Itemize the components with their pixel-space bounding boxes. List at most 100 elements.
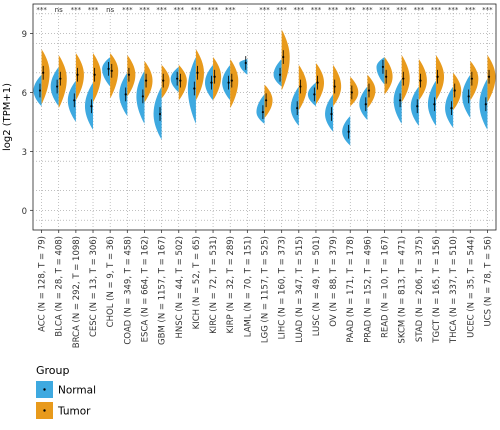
y-tick-label: 6 [22,89,27,99]
x-tick-label: PRAD (N = 152, T = 496) [363,236,373,343]
median-point-tumor [367,89,371,92]
violin-normal [119,72,128,117]
violin-normal [410,86,419,126]
median-point-tumor [385,75,388,78]
significance-label: *** [396,6,407,14]
violin-normal [359,86,368,120]
median-point-normal [450,107,453,110]
median-point-normal [347,130,350,133]
x-tick-label: LGG (N = 1157, T = 525) [261,236,271,343]
median-point-normal [56,85,59,88]
legend-swatch-point [43,388,46,391]
violin-normal [445,86,454,128]
violin-tumor [453,72,462,111]
median-point-tumor [110,69,113,72]
violin-tumor [367,74,376,109]
violin-tumor [401,55,410,103]
violin-tumor [281,29,290,91]
median-point-tumor [419,79,422,82]
violin-normal [67,80,76,122]
x-tick-label: ESCA (N = 664, T = 162) [140,236,150,342]
significance-label: *** [122,6,133,14]
x-tick-label: BLCA (N = 28, T = 408) [55,236,65,337]
significance-label: *** [448,6,459,14]
x-tick-label: CESC (N = 13, T = 306) [89,236,99,337]
significance-label: *** [294,6,305,14]
violin-normal [153,86,162,140]
median-point-normal [381,65,385,68]
median-point-tumor [162,79,165,82]
significance-label: *** [362,6,373,14]
median-point-normal [176,77,179,80]
violin-tumor [75,53,84,101]
median-point-tumor [230,79,233,82]
median-point-normal [484,103,487,106]
median-point-tumor [42,71,45,74]
median-point-normal [107,67,110,70]
median-point-tumor [350,91,353,94]
legend-swatch-point [43,409,46,412]
violin-tumor [470,60,479,101]
median-point-tumor [402,77,405,80]
median-point-tumor [213,75,216,78]
significance-label: *** [276,6,287,14]
median-point-normal [124,93,127,96]
median-point-tumor [316,81,319,84]
median-point-normal [364,103,367,106]
violin-normal [102,57,111,87]
violin-tumor [127,55,136,97]
violin-normal [84,82,94,130]
median-point-tumor [333,85,336,88]
significance-label: *** [88,6,99,14]
x-tick-label: READ (N = 10, T = 167) [381,236,391,338]
significance-label: *** [328,6,339,14]
median-point-tumor [127,73,131,76]
significance-label: *** [379,6,390,14]
median-point-tumor [470,77,473,80]
legend: Group Normal Tumor [36,364,96,419]
violin-tumor [298,64,307,111]
x-tick-label: KICH (N = 52, T = 65) [192,236,202,329]
significance-label: *** [191,6,202,14]
violin-normal [342,116,351,146]
significance-label: *** [225,6,236,14]
violin-tumor [195,49,204,101]
significance-label: *** [208,6,219,14]
significance-label: *** [71,6,82,14]
violin-tumor [350,76,359,107]
y-tick-label: 0 [22,207,27,217]
median-point-normal [227,81,230,84]
violin-normal [33,74,42,107]
violin-tumor [384,57,393,95]
significance-label: *** [414,6,425,14]
median-point-normal [433,103,436,106]
violin-normal [205,64,214,101]
significance-label: *** [174,6,185,14]
median-point-tumor [436,75,439,78]
median-point-normal [90,105,93,108]
significance-label: *** [36,6,47,14]
median-point-tumor [265,99,268,102]
violin-normal [222,64,231,101]
median-point-normal [141,95,144,98]
x-tick-label: KIRP (N = 32, T = 289) [226,236,236,334]
violin-normal [462,74,471,118]
significance-label: *** [311,6,322,14]
violin-tumor [178,64,187,101]
median-point-normal [278,73,282,76]
y-axis-label: log2 (TPM+1) [2,83,13,151]
significance-label: ns [106,6,114,14]
median-point-normal [158,112,162,116]
median-point-normal [193,87,196,90]
violin-tumor [161,64,170,99]
median-point-tumor [299,85,302,88]
median-point-tumor [59,77,62,80]
x-tick-label: TGCT (N = 165, T = 156) [432,236,442,344]
x-tick-label: KIRC (N = 72, T = 531) [209,236,219,334]
median-point-tumor [487,75,491,78]
median-point-tumor [282,55,285,59]
x-tick-label: BRCA (N = 292, T = 1098) [72,236,82,348]
violin-tumor [315,62,324,105]
